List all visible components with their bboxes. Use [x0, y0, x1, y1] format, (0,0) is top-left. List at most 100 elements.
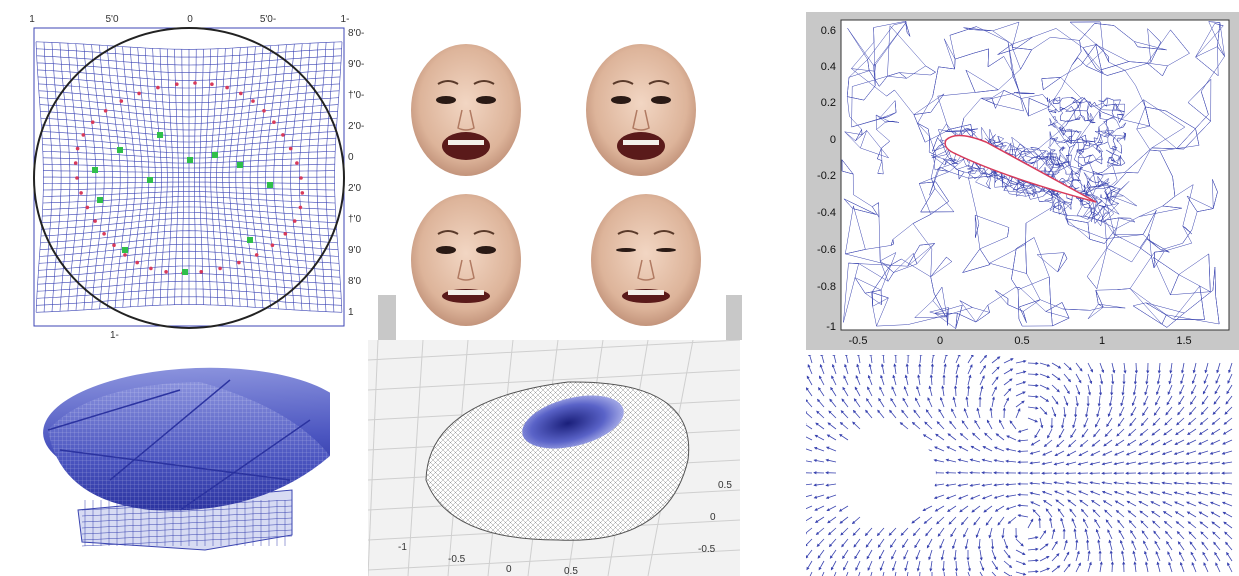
velocity-arrow: [974, 419, 981, 430]
landmark-dot: [175, 82, 179, 86]
velocity-arrow: [842, 549, 849, 560]
velocity-arrow: [1099, 561, 1103, 573]
face: [586, 44, 696, 176]
grid-line: [37, 273, 341, 285]
velocity-arrow: [1015, 391, 1026, 397]
velocity-arrow: [993, 446, 1005, 452]
velocity-arrow: [1063, 362, 1072, 371]
mesh-edge: [1095, 289, 1118, 291]
mesh-edge: [876, 324, 908, 327]
mesh-edge: [906, 65, 926, 79]
velocity-arrow: [1131, 540, 1137, 551]
velocity-arrow: [853, 538, 861, 548]
mesh-edge: [1061, 112, 1064, 115]
eyebrows: [437, 230, 495, 235]
velocity-arrow: [1015, 359, 1027, 364]
velocity-arrow: [1039, 567, 1051, 573]
velocity-arrow: [1027, 406, 1039, 410]
mesh-edge: [892, 223, 914, 240]
velocity-arrow: [839, 421, 849, 430]
mesh-edge: [930, 248, 933, 277]
velocity-arrow: [839, 433, 849, 441]
velocity-arrow: [1027, 383, 1039, 388]
mesh-edge: [846, 96, 850, 117]
y-tick-label: -0.2: [817, 170, 836, 182]
velocity-arrow: [1073, 528, 1077, 540]
mesh-edge: [1073, 139, 1078, 143]
velocity-arrow: [912, 527, 921, 537]
velocity-arrow: [806, 516, 813, 523]
mesh-edge: [989, 244, 1026, 264]
mesh-edge: [997, 48, 1016, 55]
mesh-edge: [958, 169, 965, 173]
velocity-arrow: [941, 560, 946, 572]
mesh-edge: [924, 131, 946, 143]
mesh-edge: [1012, 47, 1021, 70]
mesh-edge: [1076, 151, 1081, 155]
landmark-dot: [288, 146, 293, 151]
velocity-arrow: [904, 560, 909, 572]
mesh-edge: [1150, 41, 1162, 63]
axes-line: [407, 340, 424, 576]
mesh-edge: [934, 312, 956, 329]
velocity-arrow: [806, 560, 813, 571]
base-grid-line: [81, 511, 293, 523]
mesh-edge: [1032, 28, 1057, 38]
velocity-arrow: [1107, 406, 1113, 418]
velocity-arrow: [1211, 417, 1221, 425]
mesh-edge: [986, 183, 991, 190]
velocity-arrow: [1204, 362, 1209, 374]
mesh-edge: [974, 215, 981, 249]
mesh-edge: [1052, 157, 1055, 164]
y-tick-labels: 0.6 0.4 0.2 0 -0.2 -0.4 -0.6 -0.8 -1: [817, 25, 836, 333]
velocity-arrow: [1114, 450, 1125, 456]
mesh-edge: [1011, 137, 1027, 149]
mesh-edge: [955, 53, 974, 60]
velocity-arrow: [1211, 521, 1221, 529]
mesh-edge: [1174, 184, 1194, 197]
mesh-edge: [841, 159, 854, 175]
faces-panel: [396, 40, 726, 340]
mesh-edge: [919, 181, 936, 184]
mesh-edge: [1078, 166, 1082, 174]
mesh-edge: [1015, 36, 1033, 50]
mesh-edge: [1100, 212, 1109, 222]
mesh-edge: [1111, 159, 1115, 162]
mesh-edge: [958, 171, 965, 180]
landmark-square: [182, 269, 188, 275]
velocity-arrow: [936, 421, 945, 430]
mesh-edge: [1096, 102, 1103, 106]
axes-line: [368, 369, 740, 391]
velocity-arrow: [991, 356, 1001, 364]
velocity-arrow: [1072, 417, 1077, 429]
mesh-edge: [985, 99, 996, 105]
vector-field-panel: [806, 355, 1239, 576]
y-tick-label: 0.6: [821, 25, 836, 37]
mesh-edge: [987, 172, 997, 179]
mesh-edge: [844, 131, 861, 149]
mesh-edge: [1092, 119, 1094, 123]
mesh-edge: [872, 206, 880, 218]
velocity-arrow: [831, 375, 837, 386]
velocity-arrow: [1039, 406, 1048, 415]
mesh-edge: [1016, 188, 1027, 197]
mesh-edge: [1178, 253, 1209, 275]
mesh-edge: [1074, 117, 1081, 121]
mesh-edge: [1100, 135, 1103, 143]
velocity-arrow: [1185, 481, 1197, 485]
velocity-arrow: [1221, 450, 1233, 455]
mesh-edge: [1116, 134, 1124, 137]
mesh-edge: [1080, 180, 1083, 190]
velocity-arrow: [843, 375, 849, 386]
mesh-edge: [1120, 157, 1126, 164]
velocity-arrow: [1130, 529, 1137, 540]
mesh-edge: [1117, 113, 1124, 116]
mesh-edge: [1100, 21, 1104, 51]
velocity-arrow: [1074, 406, 1078, 418]
cylinder: [840, 427, 936, 523]
mesh-edge: [946, 256, 952, 262]
velocity-arrow: [1188, 406, 1197, 416]
mesh-edge: [1094, 172, 1103, 175]
mesh-edge: [1030, 157, 1043, 165]
mesh-edge: [1112, 140, 1116, 146]
